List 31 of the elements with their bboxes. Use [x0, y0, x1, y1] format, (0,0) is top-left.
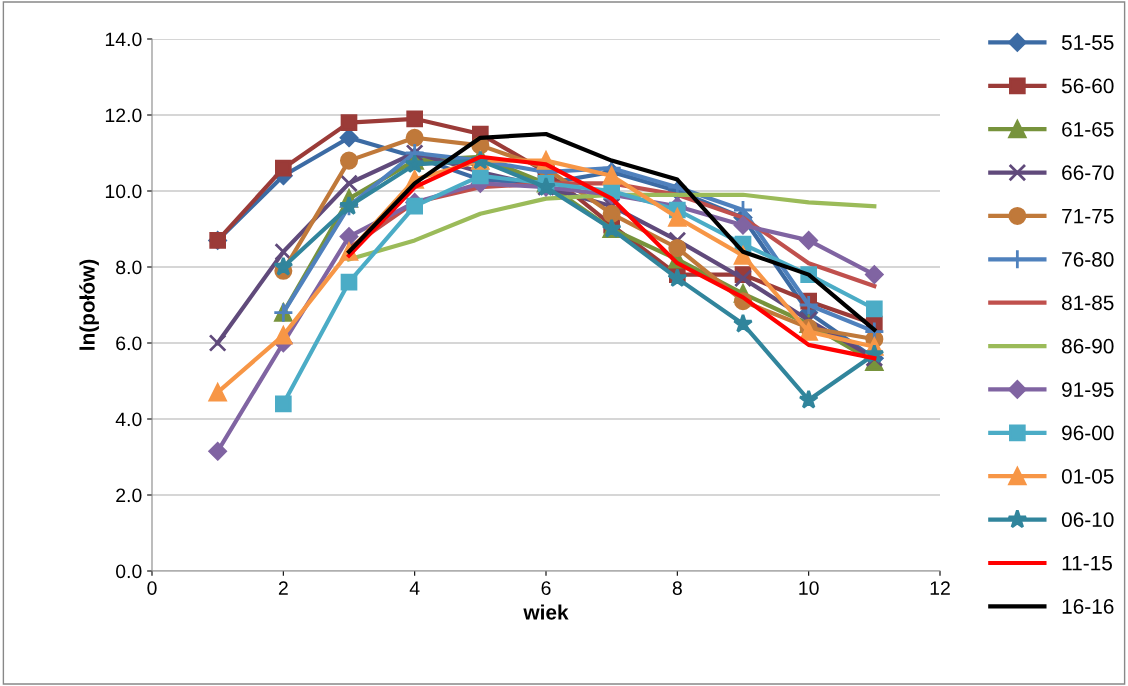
y-tick-label: 10.0 [105, 184, 142, 199]
legend-label: 51-55 [1061, 35, 1114, 50]
x-tick-label: 0 [147, 581, 157, 595]
y-tick-label: 12.0 [105, 108, 142, 123]
legend-label: 86-90 [1062, 338, 1114, 354]
x-tick-label: 6 [541, 581, 551, 595]
legend-label: 91-95 [1062, 382, 1114, 397]
legend-label: 16-16 [1062, 599, 1114, 614]
y-tick-label: 4.0 [115, 412, 142, 427]
y-axis-title: ln(połów) [79, 259, 99, 350]
legend-label: 76-80 [1062, 252, 1114, 267]
x-tick-label: 8 [672, 581, 682, 595]
y-tick-label: 0.0 [116, 564, 142, 579]
x-tick-label: 2 [278, 581, 288, 595]
legend-label: 06-10 [1061, 512, 1114, 528]
x-tick-label: 10 [799, 581, 819, 595]
y-tick-label: 14.0 [105, 32, 142, 47]
legend-label: 61-65 [1062, 121, 1114, 137]
y-tick-label: 2.0 [116, 488, 142, 503]
x-axis-title: wiek [523, 604, 569, 620]
legend-label: 66-70 [1062, 165, 1114, 181]
legend-label: 11-15 [1062, 555, 1112, 571]
legend-label: 96-00 [1062, 425, 1114, 441]
x-tick-label: 12 [930, 581, 950, 595]
x-tick-label: 4 [409, 581, 420, 595]
legend-label: 71-75 [1062, 208, 1114, 224]
y-tick-label: 6.0 [116, 336, 142, 351]
legend-label: 56-60 [1061, 78, 1114, 94]
legend-label: 81-85 [1062, 295, 1114, 311]
legend-label: 01-05 [1061, 468, 1114, 484]
y-tick-label: 8.0 [116, 260, 142, 275]
